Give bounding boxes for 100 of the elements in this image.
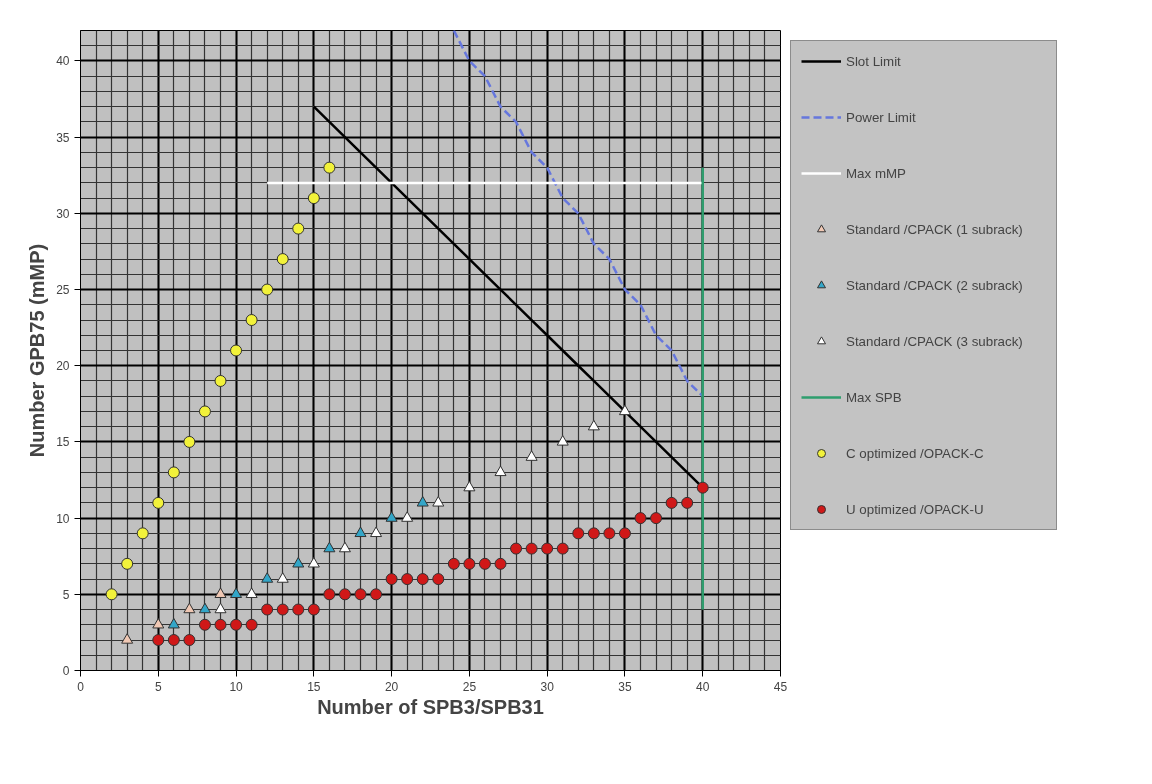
y-tick-label: 15 xyxy=(56,435,70,450)
point xyxy=(525,542,538,555)
point xyxy=(214,374,227,387)
point xyxy=(245,314,258,327)
point xyxy=(214,618,227,631)
point xyxy=(276,253,289,266)
y-tick-label: 40 xyxy=(56,54,70,69)
point xyxy=(634,512,647,525)
legend-label: U optimized /OPACK-U xyxy=(846,500,985,519)
point xyxy=(121,557,134,570)
point xyxy=(478,557,491,570)
point xyxy=(292,556,305,568)
legend-label: Standard /CPACK (3 subrack) xyxy=(846,332,1024,351)
point xyxy=(245,587,258,598)
point xyxy=(230,344,243,357)
legend-label: Standard /CPACK (1 subrack) xyxy=(846,220,1024,239)
point xyxy=(230,618,243,631)
point xyxy=(354,526,367,538)
point xyxy=(432,496,445,507)
point xyxy=(510,542,523,555)
point xyxy=(307,556,320,568)
point xyxy=(494,465,507,477)
point xyxy=(650,512,663,525)
point xyxy=(323,161,336,174)
point xyxy=(463,480,476,492)
point xyxy=(338,588,351,601)
x-tick-label: 40 xyxy=(696,679,710,694)
point xyxy=(183,634,196,647)
point xyxy=(214,587,227,598)
point xyxy=(618,404,631,416)
point xyxy=(385,573,398,586)
point xyxy=(447,557,460,570)
point xyxy=(696,481,709,494)
x-tick-label: 35 xyxy=(618,679,632,694)
y-tick-label: 25 xyxy=(56,283,70,298)
y-tick-label: 0 xyxy=(62,664,70,678)
point xyxy=(261,283,274,296)
point xyxy=(370,588,383,601)
point xyxy=(525,450,538,461)
point xyxy=(198,618,211,631)
point xyxy=(152,617,165,629)
point xyxy=(152,634,165,647)
x-tick-label: 0 xyxy=(77,679,85,694)
x-tick-label: 25 xyxy=(462,679,477,694)
point xyxy=(416,496,429,507)
x-tick-label: 20 xyxy=(384,679,399,694)
point xyxy=(603,527,616,540)
point xyxy=(338,541,351,553)
y-tick-label: 10 xyxy=(56,511,70,526)
point xyxy=(152,496,165,509)
point xyxy=(463,557,476,570)
point xyxy=(587,527,600,540)
legend-label: C optimized /OPACK-C xyxy=(846,444,985,463)
point xyxy=(401,511,414,522)
point xyxy=(416,573,429,586)
point xyxy=(401,573,414,586)
point xyxy=(105,588,118,601)
point xyxy=(370,526,383,538)
point xyxy=(354,588,367,601)
point xyxy=(121,633,134,644)
point xyxy=(681,496,694,509)
point xyxy=(587,419,600,431)
x-tick-label: 5 xyxy=(154,679,162,694)
legend-label: Max mMP xyxy=(846,164,907,183)
x-tick-label: 30 xyxy=(540,679,555,694)
point xyxy=(385,511,398,522)
legend-label: Standard /CPACK (2 subrack) xyxy=(846,276,1024,295)
y-tick-label: 20 xyxy=(56,359,70,374)
point xyxy=(541,542,554,555)
point xyxy=(323,541,336,553)
point xyxy=(572,527,585,540)
legend-label: Max SPB xyxy=(846,388,903,407)
point xyxy=(292,603,305,616)
y-tick-label: 30 xyxy=(56,206,70,221)
point xyxy=(618,527,631,540)
point xyxy=(323,588,336,601)
y-tick-label: 35 xyxy=(56,130,70,145)
point xyxy=(665,496,678,509)
point xyxy=(136,527,149,540)
point xyxy=(276,603,289,616)
point xyxy=(432,573,445,586)
x-axis-title: Number of SPB3/SPB31 xyxy=(317,695,544,718)
line-series xyxy=(452,30,704,398)
point xyxy=(307,603,320,616)
y-tick-label: 5 xyxy=(62,587,70,602)
legend-label: Slot Limit xyxy=(846,52,902,71)
point xyxy=(183,435,196,448)
point xyxy=(556,435,569,446)
point xyxy=(230,587,243,598)
point xyxy=(292,222,305,235)
point xyxy=(198,602,211,614)
point xyxy=(245,618,258,631)
y-axis-title: Number GPB75 (mMP) xyxy=(26,243,49,458)
point xyxy=(183,602,196,614)
point xyxy=(261,603,274,616)
x-tick-label: 10 xyxy=(229,679,244,694)
point xyxy=(494,557,507,570)
point xyxy=(167,466,180,479)
point xyxy=(198,405,211,418)
point xyxy=(167,617,180,629)
